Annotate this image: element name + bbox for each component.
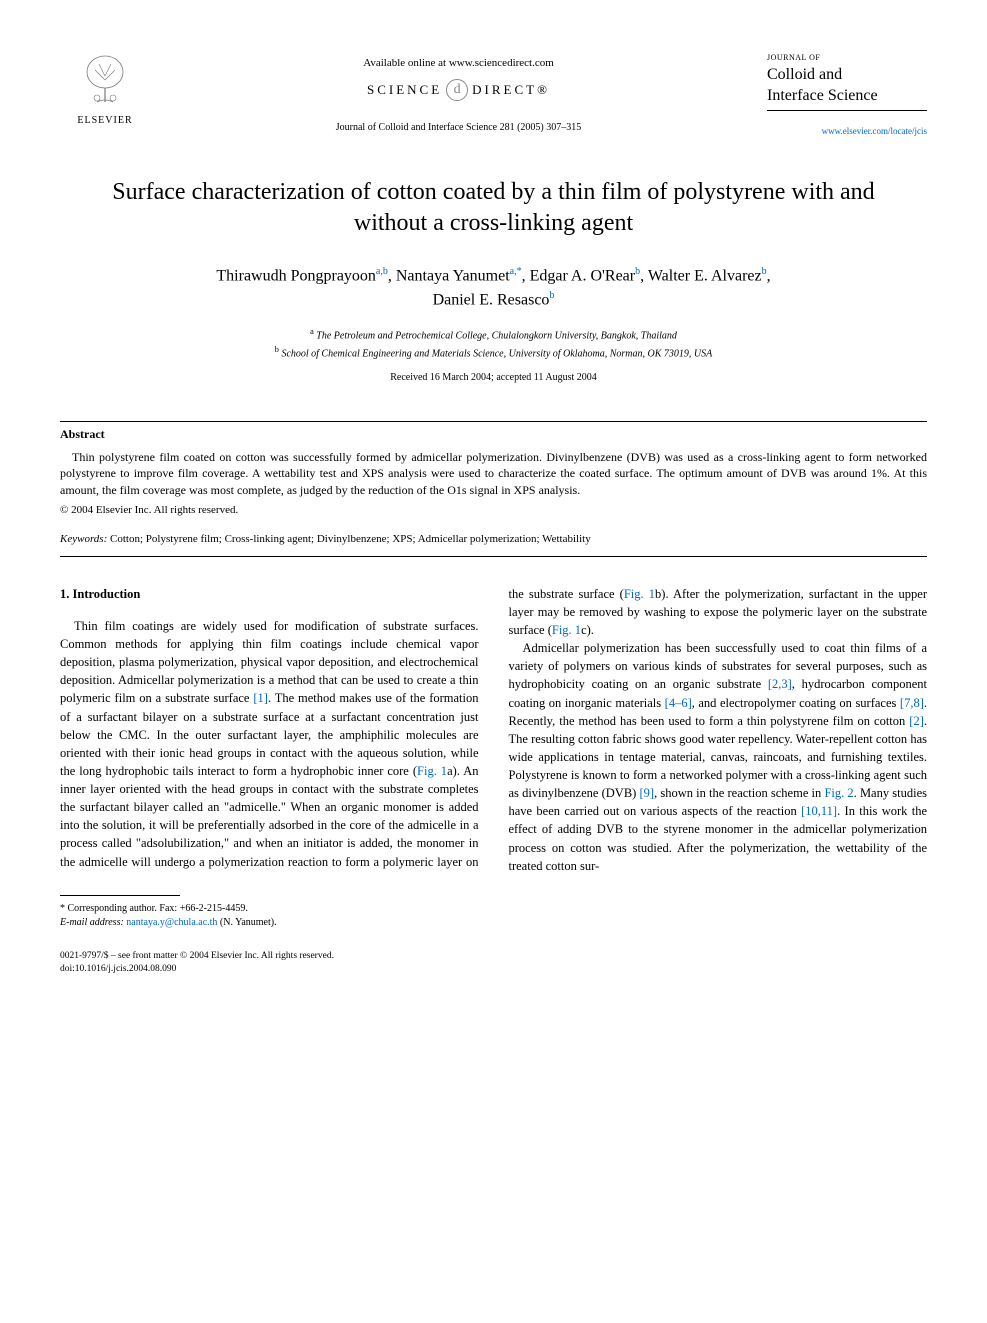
keywords-line: Keywords: Cotton; Polystyrene film; Cros… (60, 532, 927, 547)
keywords-label: Keywords: (60, 533, 107, 545)
journal-title-block: JOURNAL OF Colloid and Interface Science… (767, 50, 927, 137)
sd-icon: d (446, 79, 468, 101)
corresponding-author-line: * Corresponding author. Fax: +66-2-215-4… (60, 902, 927, 916)
article-title: Surface characterization of cotton coate… (100, 177, 887, 239)
author-list: Thirawudh Pongprayoona,b, Nantaya Yanume… (60, 264, 927, 313)
journal-url-link[interactable]: www.elsevier.com/locate/jcis (767, 125, 927, 138)
abstract-copyright: © 2004 Elsevier Inc. All rights reserved… (60, 503, 927, 518)
corresponding-star-icon: * (517, 266, 522, 277)
author-3: Edgar A. O'Rear (530, 267, 636, 284)
sd-left: SCIENCE (367, 81, 442, 99)
affil-a-text: The Petroleum and Petrochemical College,… (316, 331, 677, 342)
ref-2-3-link[interactable]: [2,3] (768, 677, 792, 691)
keywords-text: Cotton; Polystyrene film; Cross-linking … (107, 533, 590, 545)
email-link[interactable]: nantaya.y@chula.ac.th (126, 917, 217, 928)
ref-10-11-link[interactable]: [10,11] (801, 804, 837, 818)
affil-a-sup: a (310, 327, 314, 336)
author-4: Walter E. Alvarez (648, 267, 762, 284)
publisher-logo-block: ELSEVIER (60, 50, 150, 128)
journal-rule (767, 110, 927, 111)
ref-7-8-link[interactable]: [7,8] (900, 696, 924, 710)
ref-1-link[interactable]: [1] (253, 691, 268, 705)
ref-2-link[interactable]: [2] (909, 714, 924, 728)
p2c: , and electropolymer coating on surfaces (692, 696, 900, 710)
abstract-bottom-rule (60, 556, 927, 557)
footer-copyright: 0021-9797/$ – see front matter © 2004 El… (60, 950, 927, 963)
email-line: E-mail address: nantaya.y@chula.ac.th (N… (60, 916, 927, 930)
p2f: , shown in the reaction scheme in (654, 786, 824, 800)
intro-paragraph-2: Admicellar polymerization has been succe… (509, 639, 928, 875)
page-footer: 0021-9797/$ – see front matter © 2004 El… (60, 950, 927, 977)
fig-1c-link[interactable]: Fig. 1 (552, 623, 581, 637)
abstract-heading: Abstract (60, 426, 927, 443)
p1e: c). (581, 623, 594, 637)
center-header: Available online at www.sciencedirect.co… (150, 50, 767, 135)
journal-name-line1: Colloid and (767, 65, 927, 84)
journal-small-label: JOURNAL OF (767, 52, 927, 63)
elsevier-tree-icon (75, 50, 135, 110)
journal-name-line2: Interface Science (767, 86, 927, 105)
section-1-heading: 1. Introduction (60, 585, 479, 603)
journal-header: ELSEVIER Available online at www.science… (60, 50, 927, 137)
footer-doi: doi:10.1016/j.jcis.2004.08.090 (60, 963, 927, 976)
publisher-label: ELSEVIER (77, 114, 132, 128)
article-body: 1. Introduction Thin film coatings are w… (60, 585, 927, 875)
journal-reference: Journal of Colloid and Interface Science… (150, 121, 767, 135)
article-dates: Received 16 March 2004; accepted 11 Augu… (60, 371, 927, 385)
author-5: Daniel E. Resasco (433, 291, 550, 308)
affil-b-sup: b (275, 345, 279, 354)
fig-1a-link[interactable]: Fig. 1 (417, 764, 447, 778)
email-name: (N. Yanumet). (217, 917, 276, 928)
author-2-affil: a, (510, 266, 517, 277)
author-5-affil: b (549, 290, 554, 301)
author-1: Thirawudh Pongprayoon (216, 267, 376, 284)
footnote-rule (60, 895, 180, 896)
available-online-text: Available online at www.sciencedirect.co… (150, 56, 767, 71)
author-2: Nantaya Yanumet (396, 267, 510, 284)
email-label: E-mail address: (60, 917, 124, 928)
abstract-top-rule (60, 421, 927, 422)
fig-1b-link[interactable]: Fig. 1 (624, 587, 655, 601)
ref-4-6-link[interactable]: [4–6] (665, 696, 692, 710)
author-4-affil: b (762, 266, 767, 277)
sd-right: DIRECT® (472, 81, 550, 99)
science-direct-logo: SCIENCE d DIRECT® (150, 79, 767, 101)
fig-2-link[interactable]: Fig. 2 (824, 786, 853, 800)
affil-b-text: School of Chemical Engineering and Mater… (281, 348, 712, 359)
author-3-affil: b (635, 266, 640, 277)
author-1-affil: a,b (376, 266, 388, 277)
ref-9-link[interactable]: [9] (639, 786, 654, 800)
corresponding-footnote: * Corresponding author. Fax: +66-2-215-4… (60, 902, 927, 930)
abstract-text: Thin polystyrene film coated on cotton w… (60, 449, 927, 499)
affiliations: a The Petroleum and Petrochemical Colleg… (60, 326, 927, 361)
